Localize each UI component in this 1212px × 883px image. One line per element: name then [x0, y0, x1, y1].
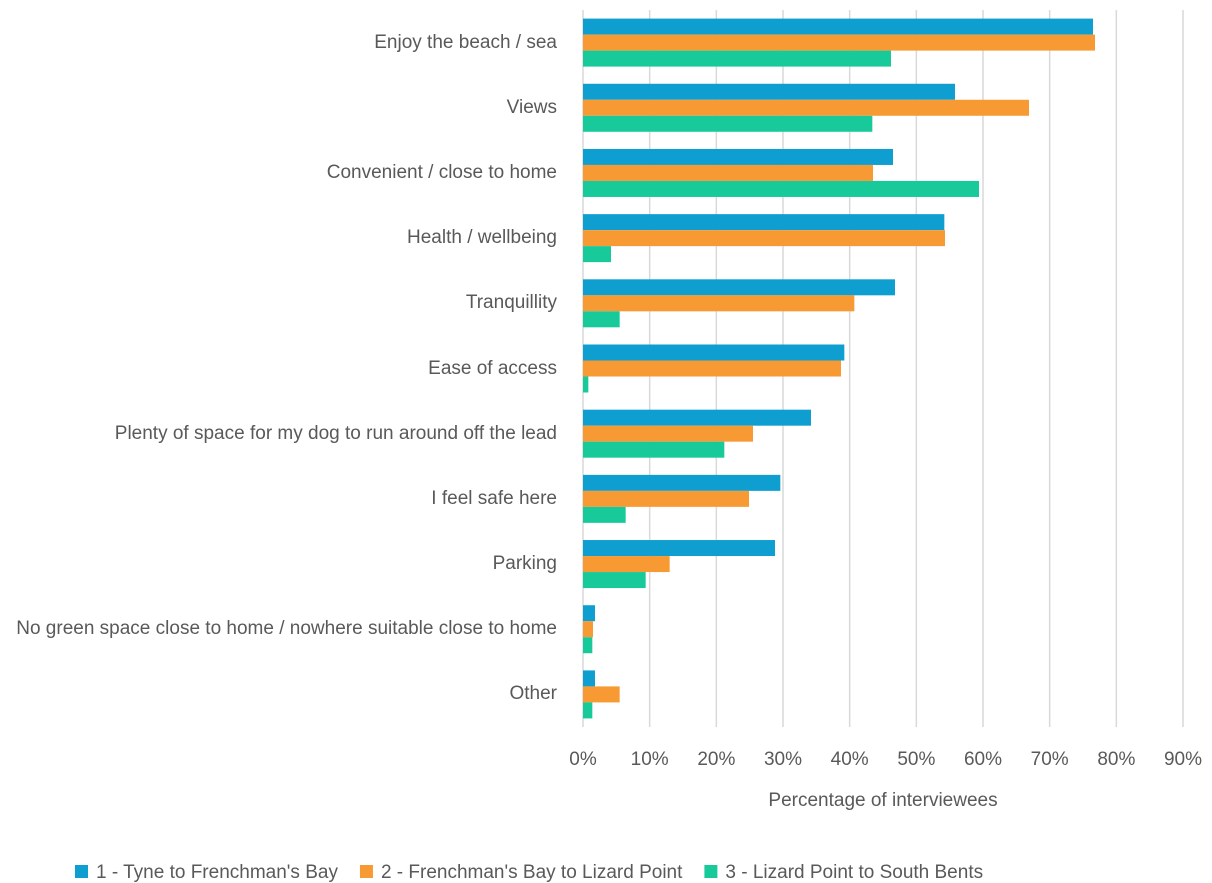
bar [583, 572, 646, 589]
y-tick-label: Ease of access [428, 357, 557, 379]
bar [583, 99, 1029, 116]
bar [583, 295, 855, 312]
bar [583, 115, 873, 132]
y-tick-label: Views [506, 96, 557, 118]
bar [583, 279, 895, 296]
x-tick-label: 0% [569, 749, 597, 770]
bar [583, 702, 593, 719]
y-tick-label: Parking [492, 553, 557, 575]
bar [583, 556, 670, 573]
bar [583, 670, 595, 687]
x-tick-label: 50% [897, 749, 935, 770]
y-tick-label: Plenty of space for my dog to run around… [114, 422, 557, 444]
x-tick-label: 70% [1031, 749, 1069, 770]
x-tick-label: 90% [1164, 749, 1202, 770]
bar [583, 164, 873, 181]
y-tick-label: Enjoy the beach / sea [374, 31, 557, 53]
legend-swatch [359, 865, 373, 878]
x-tick-label: 40% [831, 749, 869, 770]
bar [583, 360, 841, 377]
legend-swatch [75, 865, 88, 878]
bar [583, 230, 945, 247]
bar [583, 34, 1095, 51]
bar [583, 441, 725, 458]
bar [583, 474, 781, 491]
bar [583, 637, 593, 654]
x-tick-label: 30% [764, 749, 802, 770]
y-tick-label: Other [509, 683, 557, 705]
y-tick-label: Convenient / close to home [326, 161, 557, 183]
bar [583, 425, 753, 442]
x-tick-label: 10% [631, 749, 669, 770]
bar [583, 311, 620, 328]
bar [583, 621, 593, 638]
bar [583, 409, 811, 426]
bar [583, 686, 620, 703]
bar [583, 180, 979, 197]
bar [583, 506, 626, 523]
bar [583, 18, 1093, 35]
legend-swatch [704, 865, 718, 878]
y-tick-label: Health / wellbeing [407, 227, 557, 249]
bar [583, 246, 611, 263]
x-tick-label: 60% [964, 749, 1002, 770]
x-axis-title: Percentage of interviewees [768, 790, 997, 811]
x-tick-label: 20% [697, 749, 735, 770]
legend-label: 3 - Lizard Point to South Bents [725, 862, 983, 883]
bar [583, 490, 749, 507]
y-tick-label: Tranquillity [465, 292, 557, 314]
bar [583, 148, 893, 165]
bar [583, 540, 775, 557]
bar [583, 214, 945, 231]
x-tick-label: 80% [1097, 749, 1135, 770]
y-tick-label: I feel safe here [431, 487, 557, 509]
bar [583, 605, 595, 622]
y-tick-label: No green space close to home / nowhere s… [16, 618, 557, 640]
legend-label: 1 - Tyne to Frenchman's Bay [96, 862, 338, 883]
bar [583, 83, 955, 100]
legend-label: 2 - Frenchman's Bay to Lizard Point [381, 862, 683, 883]
bar [583, 344, 845, 361]
bar [583, 50, 891, 67]
bar [583, 376, 589, 393]
